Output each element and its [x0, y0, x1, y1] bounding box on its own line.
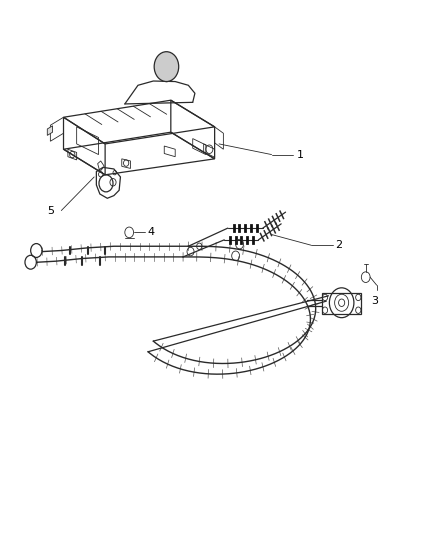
Text: 1: 1 [297, 150, 304, 159]
Circle shape [161, 60, 167, 68]
Text: 5: 5 [47, 206, 54, 215]
Text: 4: 4 [147, 228, 154, 237]
Text: 3: 3 [371, 296, 378, 306]
Text: 2: 2 [335, 240, 342, 250]
Circle shape [160, 59, 173, 75]
Circle shape [154, 52, 179, 82]
Polygon shape [47, 126, 53, 135]
